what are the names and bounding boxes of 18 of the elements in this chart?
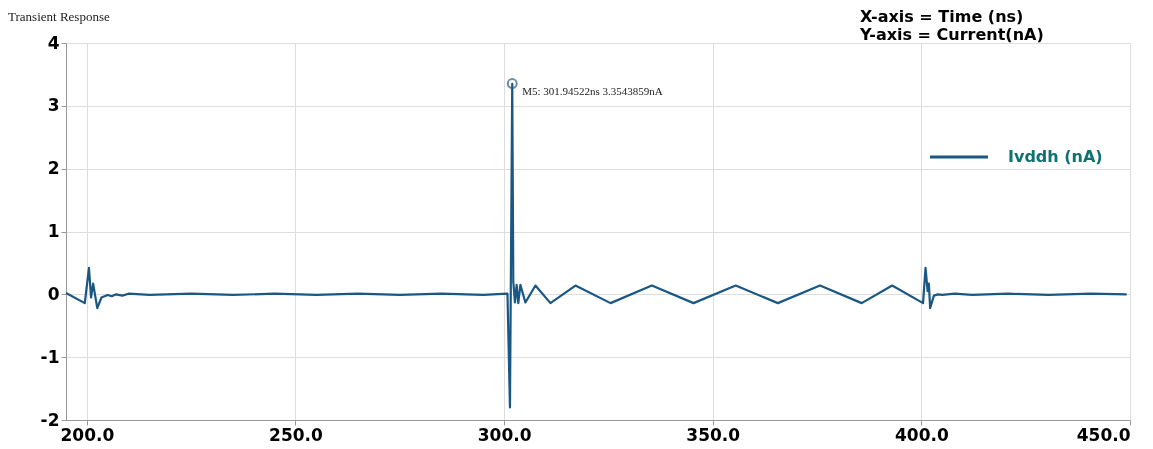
text: X-axis = Time (ns) xyxy=(860,7,1024,26)
annotation: Y-axis = Current(nA) xyxy=(859,25,1044,44)
x-tick-label: 450.0 xyxy=(1076,424,1131,445)
y-tick-label: 4 xyxy=(47,32,60,53)
y-tick-label: 2 xyxy=(47,158,60,179)
y-tick-label: 0 xyxy=(47,283,60,304)
x-tick-label: 300.0 xyxy=(477,424,532,445)
chart-title: Transient Response xyxy=(8,9,110,24)
x-tick-label: 250.0 xyxy=(269,424,324,445)
legend-label: Ivddh (nA) xyxy=(1008,147,1103,166)
x-tick-label: 400.0 xyxy=(894,424,949,445)
y-tick-label: 3 xyxy=(47,95,60,116)
annotation: M5: 301.94522ns 3.3543859nA xyxy=(522,84,663,97)
x-tick-label: 200.0 xyxy=(60,424,115,445)
y-tick-label: -1 xyxy=(40,346,60,367)
y-tick-label: 1 xyxy=(47,221,60,241)
y-tick-label: -2 xyxy=(40,409,60,430)
x-tick-label: 350.0 xyxy=(686,424,741,445)
